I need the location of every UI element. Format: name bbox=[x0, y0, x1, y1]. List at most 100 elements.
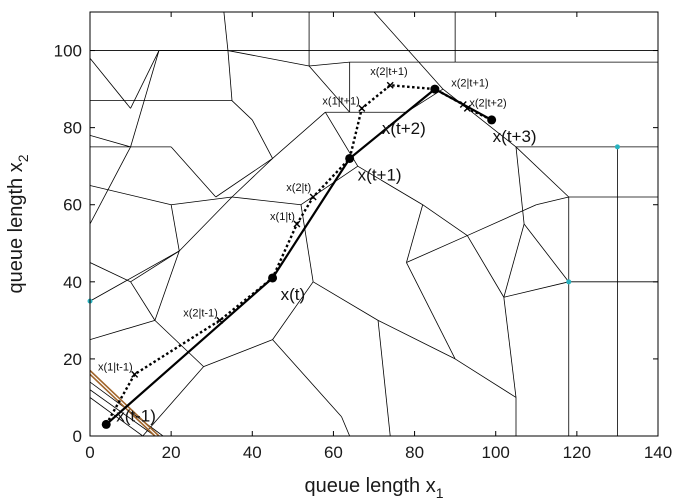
x-axis-label: queue length x1 bbox=[304, 475, 443, 501]
point-labels: x(t-1) x(t) x(t+1) x(t+2) x(t+3) x(1|t-1) x(2|… bbox=[98, 66, 537, 425]
partition-line bbox=[442, 88, 517, 148]
partition-line bbox=[170, 204, 180, 252]
y-axis-label-main: queue length x bbox=[5, 162, 27, 293]
y-axis-label-sub: 2 bbox=[15, 154, 31, 162]
partition-line bbox=[373, 12, 444, 90]
partition-line bbox=[466, 235, 505, 298]
partition-line bbox=[223, 12, 229, 51]
prediction-marker bbox=[358, 104, 366, 112]
partition-line bbox=[130, 250, 180, 283]
partition-line bbox=[309, 61, 350, 67]
partition-line bbox=[272, 111, 326, 159]
partition-line bbox=[515, 146, 525, 225]
y-tick-label: 80 bbox=[63, 119, 82, 138]
brown-boundary-lines bbox=[90, 369, 160, 436]
point-label: x(t-1) bbox=[116, 406, 156, 425]
partition-line bbox=[90, 262, 131, 283]
point-label: x(2|t-1) bbox=[183, 307, 218, 319]
x-axis-label-main: queue length x bbox=[304, 475, 435, 497]
partition-line bbox=[90, 146, 131, 225]
y-tick-label: 20 bbox=[63, 350, 82, 369]
partition-line bbox=[215, 158, 273, 198]
state-point bbox=[487, 115, 497, 125]
prediction-marker bbox=[386, 81, 394, 89]
partition-line bbox=[90, 389, 156, 436]
partition-line bbox=[406, 235, 468, 263]
point-label: x(t+1) bbox=[358, 165, 402, 184]
partition-line bbox=[90, 134, 131, 148]
state-point bbox=[430, 84, 440, 94]
partition-line bbox=[231, 100, 253, 121]
partition-line bbox=[341, 416, 351, 436]
partition-line bbox=[227, 50, 233, 101]
partition-line bbox=[515, 146, 570, 198]
plot-frame bbox=[89, 11, 659, 437]
closed-loop-trajectory-line bbox=[105, 87, 493, 426]
prediction-marker bbox=[216, 316, 224, 324]
x-tick-label: 0 bbox=[85, 443, 94, 462]
cyan-markers bbox=[87, 144, 620, 304]
partition-line bbox=[357, 165, 423, 206]
axis-ticks: 0 20 40 60 80 100 120 140 0 20 40 60 80 100 bbox=[54, 12, 672, 462]
partition-line bbox=[454, 358, 517, 398]
partition-line bbox=[171, 196, 233, 206]
partition-line bbox=[251, 119, 273, 159]
x-axis-label-sub: 1 bbox=[436, 485, 444, 501]
partition-line bbox=[272, 281, 314, 340]
partition-line bbox=[130, 50, 160, 109]
partition-line bbox=[90, 185, 172, 206]
partition-line bbox=[300, 204, 314, 282]
partition-line bbox=[90, 250, 180, 302]
y-tick-label: 60 bbox=[63, 196, 82, 215]
partition-line bbox=[272, 339, 342, 417]
point-label: x(2|t) bbox=[286, 182, 311, 194]
partition-line bbox=[178, 196, 233, 252]
y-tick-label: 100 bbox=[54, 42, 82, 61]
partition-line bbox=[90, 58, 131, 109]
partition-line bbox=[130, 281, 156, 321]
partition-line bbox=[503, 223, 525, 298]
point-label: x(2|t+2) bbox=[469, 97, 506, 109]
partition-line bbox=[536, 196, 569, 206]
brown-boundary-line bbox=[90, 373, 156, 436]
partition-line bbox=[467, 204, 537, 236]
partition-line bbox=[312, 281, 379, 321]
point-label: x(2|t+1) bbox=[451, 78, 488, 90]
point-label: x(2|t+1) bbox=[370, 66, 407, 78]
partition-line bbox=[154, 250, 180, 321]
y-tick-label: 0 bbox=[73, 427, 82, 446]
point-label: x(1|t-1) bbox=[98, 361, 133, 373]
brown-boundary-line bbox=[90, 369, 160, 436]
prediction-marker bbox=[293, 220, 301, 228]
point-label: x(t) bbox=[281, 285, 306, 304]
partition-line bbox=[422, 204, 468, 236]
point-label: x(1|t) bbox=[270, 211, 295, 223]
partition-line bbox=[130, 50, 160, 148]
prediction-marker bbox=[309, 193, 317, 201]
x-tick-label: 120 bbox=[563, 443, 591, 462]
x-tick-label: 80 bbox=[405, 443, 424, 462]
cyan-marker bbox=[614, 144, 620, 150]
prediction-marker bbox=[463, 104, 471, 112]
partition-line bbox=[308, 65, 350, 113]
x-tick-label: 60 bbox=[324, 443, 343, 462]
partition-line bbox=[203, 339, 273, 367]
partition-line bbox=[90, 319, 156, 341]
partition-line bbox=[503, 297, 517, 398]
series-layer bbox=[101, 81, 497, 429]
y-tick-label: 40 bbox=[63, 273, 82, 292]
point-label: x(t+3) bbox=[493, 127, 537, 146]
partition-line bbox=[406, 204, 424, 263]
partition-line bbox=[377, 320, 391, 436]
partition-line bbox=[170, 146, 217, 198]
prediction-marker bbox=[131, 370, 139, 378]
partition-line bbox=[523, 223, 570, 283]
x-tick-label: 140 bbox=[644, 443, 672, 462]
partition-line bbox=[231, 196, 302, 206]
x-tick-label: 20 bbox=[162, 443, 181, 462]
partition-line bbox=[231, 158, 273, 198]
y-axis-label: queue length x2 bbox=[5, 154, 31, 293]
point-label: x(t+2) bbox=[382, 119, 426, 138]
partition-line bbox=[503, 281, 569, 298]
